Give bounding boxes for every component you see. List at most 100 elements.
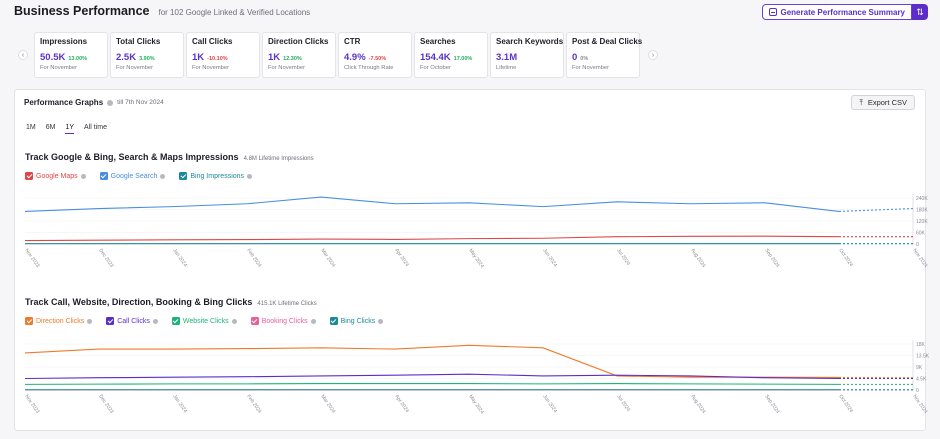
x-tick-label: Jul 2024 — [615, 394, 631, 413]
checkbox-icon[interactable] — [25, 317, 33, 325]
kpi-card[interactable]: Post & Deal Clicks 0 0% For November — [566, 32, 642, 78]
legend-item[interactable]: Bing Clicks — [329, 317, 384, 325]
kpi-value-row: 1K 12.30% — [268, 52, 330, 63]
checkbox-icon[interactable] — [99, 172, 108, 180]
kpi-card[interactable]: Total Clicks 2.5K 3.90% For November — [110, 32, 184, 78]
kpi-label: Search Keywords — [496, 37, 564, 46]
x-tick-label: Jun 2024 — [541, 248, 558, 268]
x-tick-label: Apr 2024 — [393, 248, 410, 268]
kpi-card[interactable]: CTR 4.9% -7.50% Click Through Rate — [338, 32, 412, 78]
x-tick-label: Jul 2024 — [615, 248, 631, 267]
legend-item[interactable]: Direction Clicks — [25, 317, 93, 325]
performance-graphs-panel: Performance Graphs till 7th Nov 2024 ⤒ E… — [14, 89, 930, 431]
legend-item[interactable]: Call Clicks — [106, 317, 158, 325]
kpi-value-row: 0 0% — [572, 52, 634, 63]
x-tick-label: Sep 2024 — [763, 248, 780, 269]
kpi-label: Searches — [420, 37, 456, 46]
kpi-value: 3.1M — [496, 52, 518, 63]
x-tick-label: Jan 2024 — [171, 394, 188, 414]
kpi-card[interactable]: Searches 154.4K 17.00% For October — [414, 32, 488, 78]
kpi-note: For November — [40, 65, 78, 71]
kpi-value: 1K — [268, 52, 281, 63]
x-tick-label: Dec 2023 — [97, 394, 114, 415]
checkbox-icon[interactable] — [25, 172, 33, 180]
y-tick-label: 18K — [916, 342, 926, 348]
kpi-value: 0 — [572, 52, 578, 63]
legend-item[interactable]: Google Maps — [25, 172, 86, 180]
kpi-value: 50.5K — [40, 52, 66, 63]
chevron-left-icon[interactable]: ‹ — [18, 50, 28, 60]
kpi-row: ‹ Impressions 50.5K 13.00% For November Tota… — [18, 32, 658, 78]
kpi-value-row: 3.1M — [496, 52, 558, 63]
page-subtitle: for 102 Google Linked & Verified Locatio… — [158, 8, 311, 17]
x-tick-label: May 2024 — [467, 248, 485, 270]
info-icon[interactable] — [231, 318, 237, 324]
tab-all-time[interactable]: All time — [84, 124, 107, 131]
checkbox-icon[interactable] — [106, 317, 115, 325]
series-projection — [838, 207, 914, 212]
kpi-note: For November — [572, 65, 610, 71]
legend-item[interactable]: Website Clicks — [171, 317, 237, 325]
kpi-note: Click Through Rate — [344, 65, 394, 71]
y-tick-label: 9K — [916, 365, 923, 371]
info-icon[interactable] — [80, 173, 86, 179]
generate-summary-label: Generate Performance Summary — [780, 7, 906, 17]
kpi-card[interactable]: Impressions 50.5K 13.00% For November — [34, 32, 108, 78]
info-icon[interactable] — [310, 318, 316, 324]
kpi-card[interactable]: Search Keywords 3.1M Lifetime — [490, 32, 564, 78]
impressions-chart: 240K 180K 120K 60K 0 Nov 2023 Dec 2023 Jan 2024… — [23, 194, 929, 270]
page-title: Business Performance — [14, 4, 150, 18]
export-csv-button[interactable]: ⤒ Export CSV — [851, 95, 915, 110]
kpi-cards: Impressions 50.5K 13.00% For November Total … — [34, 32, 642, 78]
kpi-value-row: 154.4K 17.00% — [420, 52, 482, 63]
generate-summary-button[interactable]: Generate Performance Summary — [761, 4, 912, 20]
range-tabs: 1M 6M 1Y All time — [26, 124, 107, 134]
y-tick-label: 240K — [916, 196, 928, 202]
tab-1m[interactable]: 1M — [26, 124, 36, 131]
info-icon[interactable] — [152, 318, 158, 324]
legend-item[interactable]: Google Search — [99, 172, 166, 180]
kpi-value: 154.4K — [420, 52, 451, 63]
checkbox-icon[interactable] — [329, 317, 338, 325]
kpi-change: 13.00% — [68, 56, 88, 62]
x-tick-label: Dec 2023 — [97, 248, 114, 269]
x-tick-label: Nov 2023 — [23, 248, 40, 269]
chart-1-header: Track Google & Bing, Search & Maps Impre… — [25, 152, 314, 162]
y-tick-label: 0 — [916, 388, 919, 394]
checkbox-icon[interactable] — [179, 172, 188, 180]
x-tick-label: Nov 2023 — [23, 394, 40, 415]
info-icon[interactable] — [107, 99, 114, 106]
legend-item[interactable]: Booking Clicks — [250, 317, 316, 325]
tab-1y[interactable]: 1Y — [65, 124, 75, 134]
checkbox-icon[interactable] — [171, 317, 180, 325]
series-line[interactable] — [24, 196, 840, 212]
info-icon[interactable] — [160, 173, 166, 179]
x-tick-label: Mar 2024 — [319, 248, 336, 269]
series-line[interactable] — [24, 383, 840, 385]
legend-item[interactable]: Bing Impressions — [179, 172, 253, 180]
y-tick-label: 0 — [916, 242, 919, 248]
kpi-value-row: 2.5K 3.90% — [116, 52, 178, 63]
kpi-note: For November — [192, 65, 230, 71]
chart-2-subtitle: 415.1K Lifetime Clicks — [257, 301, 317, 307]
checkbox-icon[interactable] — [250, 317, 259, 325]
document-icon — [768, 8, 777, 16]
x-tick-label: Oct 2024 — [837, 248, 854, 268]
kpi-card[interactable]: Call Clicks 1K -10.10% For November — [186, 32, 260, 78]
tab-6m[interactable]: 6M — [45, 124, 56, 131]
kpi-card[interactable]: Direction Clicks 1K 12.30% For November — [262, 32, 336, 78]
info-icon[interactable] — [378, 318, 384, 324]
series-line[interactable] — [24, 344, 840, 379]
x-tick-label: Sep 2024 — [763, 394, 780, 415]
info-icon[interactable] — [87, 318, 93, 324]
x-tick-label: Nov 2024 — [911, 394, 928, 415]
chevron-up-down-icon[interactable]: ⇅ — [912, 4, 928, 20]
series-line[interactable] — [24, 235, 840, 242]
info-icon[interactable] — [247, 173, 253, 179]
x-tick-label: Jan 2024 — [171, 248, 188, 268]
kpi-change: -10.10% — [207, 56, 228, 62]
series-line[interactable] — [24, 373, 840, 380]
chevron-right-icon[interactable]: › — [648, 50, 658, 60]
panel-header: Performance Graphs till 7th Nov 2024 — [24, 98, 164, 107]
